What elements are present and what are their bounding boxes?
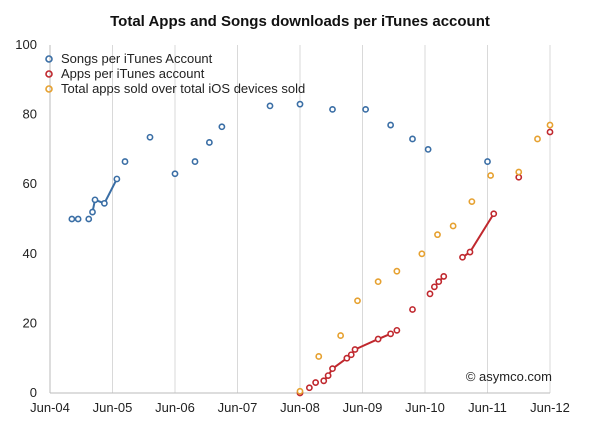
data-point (468, 198, 476, 205)
data-point (449, 222, 457, 230)
data-point (205, 139, 213, 146)
series-connector (91, 178, 118, 213)
legend-marker-total (45, 85, 53, 93)
data-point (430, 283, 438, 291)
data-point (329, 105, 336, 113)
legend-label-apps: Apps per iTunes account (61, 66, 205, 81)
data-point (315, 353, 323, 360)
legend-marker-apps (45, 70, 53, 78)
data-point (409, 135, 416, 143)
x-tick-label: Jun-04 (30, 400, 70, 415)
data-point (171, 170, 179, 178)
data-point (459, 253, 466, 261)
x-tick-label: Jun-09 (343, 400, 383, 415)
data-point (113, 175, 121, 183)
data-point (296, 100, 304, 108)
data-point (418, 250, 426, 258)
data-point (426, 290, 434, 298)
y-tick-label: 40 (23, 246, 37, 261)
data-point (435, 278, 443, 286)
data-point (320, 377, 328, 385)
data-point (515, 168, 523, 176)
data-point (546, 121, 554, 129)
data-point (89, 208, 96, 216)
legend-label-total: Total apps sold over total iOS devices s… (61, 81, 305, 96)
x-tick-label: Jun-11 (468, 400, 507, 415)
data-point (218, 123, 226, 131)
data-point (487, 172, 495, 179)
data-point (266, 102, 274, 110)
data-point (347, 351, 355, 359)
x-tick-label: Jun-06 (155, 400, 195, 415)
y-tick-label: 100 (15, 37, 37, 52)
data-point (146, 133, 154, 141)
x-tick-label: Jun-08 (280, 400, 320, 415)
data-point (393, 267, 401, 275)
x-tick-label: Jun-12 (530, 400, 570, 415)
data-point (354, 297, 361, 305)
data-point (324, 372, 332, 379)
data-point (374, 335, 382, 343)
data-point (91, 196, 99, 204)
data-point (362, 105, 370, 113)
data-point (74, 215, 82, 223)
y-tick-label: 0 (30, 385, 37, 400)
data-point (374, 278, 382, 286)
grid (49, 45, 551, 393)
x-tick-label: Jun-05 (93, 400, 133, 415)
y-tick-label: 20 (23, 315, 37, 330)
data-point (343, 354, 351, 362)
data-point (305, 384, 313, 392)
series-connector (322, 357, 348, 382)
legend: Songs per iTunes Account Apps per iTunes… (45, 51, 305, 96)
data-point (121, 158, 129, 165)
x-tick-label: Jun-07 (218, 400, 258, 415)
data-point (337, 332, 345, 339)
y-tick-label: 80 (23, 107, 37, 122)
data-point (85, 215, 93, 223)
series-layer (68, 100, 554, 397)
chart-title: Total Apps and Songs downloads per iTune… (110, 13, 490, 30)
data-point (534, 135, 541, 143)
data-point (393, 326, 401, 334)
data-point (387, 121, 395, 129)
y-tick-labels: 0 20 40 60 80 100 (15, 37, 37, 400)
legend-marker-songs (45, 55, 53, 63)
data-point (409, 306, 416, 313)
series-2 (296, 121, 554, 395)
data-point (484, 158, 491, 165)
data-point (490, 210, 498, 218)
legend-label-songs: Songs per iTunes Account (61, 51, 213, 66)
data-point (440, 273, 448, 280)
series-0 (68, 100, 491, 223)
data-point (191, 158, 199, 165)
data-point (329, 365, 336, 373)
data-point (466, 248, 474, 256)
series-1 (296, 128, 554, 397)
data-point (546, 128, 554, 136)
data-point (296, 387, 304, 395)
data-point (424, 145, 432, 153)
data-point (68, 215, 76, 223)
x-tick-labels: Jun-04 Jun-05 Jun-06 Jun-07 Jun-08 Jun-09 Jun-… (30, 400, 570, 415)
copyright-annotation: © asymco.com (466, 369, 552, 384)
y-tick-label: 60 (23, 176, 37, 191)
data-point (387, 330, 395, 338)
x-tick-label: Jun-10 (405, 400, 445, 415)
series-connector (354, 332, 392, 351)
data-point (100, 199, 108, 207)
data-point (312, 379, 320, 386)
data-point (434, 231, 441, 239)
data-point (351, 346, 359, 353)
